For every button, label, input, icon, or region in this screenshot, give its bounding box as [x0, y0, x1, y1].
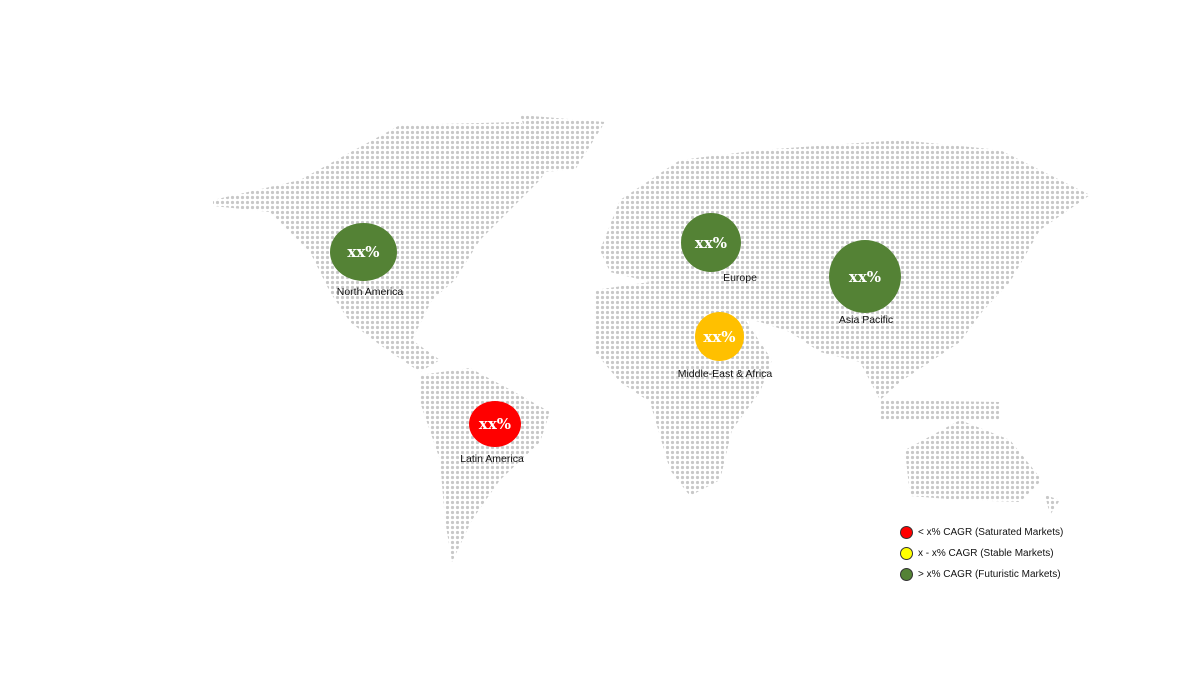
middle-east-africa-value: xx%: [703, 327, 736, 346]
north-america-bubble[interactable]: xx%: [330, 223, 397, 281]
new-zealand-landmass: [1045, 495, 1060, 515]
latin-america-value: xx%: [478, 415, 512, 433]
legend: < x% CAGR (Saturated Markets) x - x% CAG…: [900, 522, 1063, 585]
asia-pacific-bubble[interactable]: xx%: [829, 240, 901, 313]
asia-pacific-label: Asia Pacific: [838, 314, 894, 326]
legend-label: x - x% CAGR (Stable Markets): [918, 548, 1054, 559]
asia-pacific-value: xx%: [848, 267, 882, 286]
north-america-value: xx%: [347, 243, 380, 261]
legend-label: > x% CAGR (Futuristic Markets): [918, 569, 1061, 580]
legend-label: < x% CAGR (Saturated Markets): [918, 527, 1064, 538]
europe-bubble[interactable]: xx%: [681, 213, 741, 272]
latin-america-label: Latin America: [460, 453, 524, 465]
greenland-landmass: [520, 115, 605, 172]
green-dot-icon: [900, 568, 913, 581]
middle-east-africa-bubble[interactable]: xx%: [695, 312, 744, 361]
yellow-dot-icon: [900, 547, 913, 560]
legend-item-saturated: < x% CAGR (Saturated Markets): [900, 522, 1063, 543]
australia-landmass: [905, 420, 1042, 502]
red-dot-icon: [900, 526, 913, 539]
latin-america-bubble[interactable]: xx%: [469, 401, 521, 447]
legend-item-futuristic: > x% CAGR (Futuristic Markets): [900, 564, 1063, 585]
south-america-landmass: [420, 368, 550, 562]
europe-label: Europe: [723, 272, 757, 284]
middle-east-africa-label: Middle-East & Africa: [677, 368, 773, 380]
legend-item-stable: x - x% CAGR (Stable Markets): [900, 543, 1063, 564]
north-america-label: North America: [336, 286, 404, 298]
southeast-asia-islands: [880, 400, 1000, 420]
europe-value: xx%: [694, 233, 728, 252]
